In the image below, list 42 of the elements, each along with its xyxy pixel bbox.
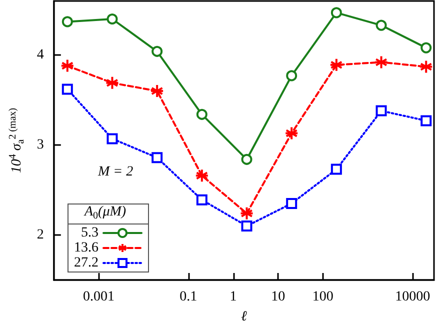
point — [330, 7, 342, 18]
point — [241, 154, 252, 165]
point — [376, 105, 387, 116]
y-tick-label: 4 — [36, 48, 44, 62]
point — [420, 115, 432, 126]
x-axis-title: ℓ — [241, 310, 248, 324]
point — [62, 84, 73, 95]
point — [241, 220, 252, 232]
x-tick-label: 0.001 — [82, 290, 114, 304]
x-tick-label: 1 — [230, 290, 237, 304]
legend-label: 13.6 — [74, 240, 98, 256]
x-tick-label: 100 — [312, 290, 334, 304]
point — [150, 84, 164, 98]
y-tick-label: 2 — [36, 228, 44, 242]
x-tick-label: 0.1 — [180, 290, 198, 304]
point — [374, 55, 388, 70]
point — [62, 16, 73, 28]
point — [194, 168, 209, 183]
point — [152, 46, 163, 57]
legend-label: 27.2 — [74, 256, 98, 270]
point — [284, 126, 299, 140]
point — [330, 164, 342, 175]
x-tick-label: 10 — [271, 290, 286, 304]
point — [106, 133, 118, 144]
point — [152, 152, 163, 164]
y-axis-title: 104 σa2 (max) — [8, 108, 26, 174]
point — [105, 76, 120, 90]
point — [106, 14, 118, 24]
annotation: M = 2 — [97, 164, 134, 180]
y-tick-label: 3 — [36, 138, 44, 152]
point — [419, 60, 434, 74]
point — [420, 42, 432, 54]
point — [196, 108, 208, 120]
point — [240, 206, 254, 220]
point — [60, 58, 74, 73]
point — [376, 20, 387, 31]
point — [196, 194, 208, 206]
x-tick-label: 10000 — [395, 290, 430, 304]
point — [286, 198, 298, 209]
point — [329, 58, 344, 72]
point — [286, 70, 298, 82]
legend-label: 5.3 — [81, 226, 98, 240]
